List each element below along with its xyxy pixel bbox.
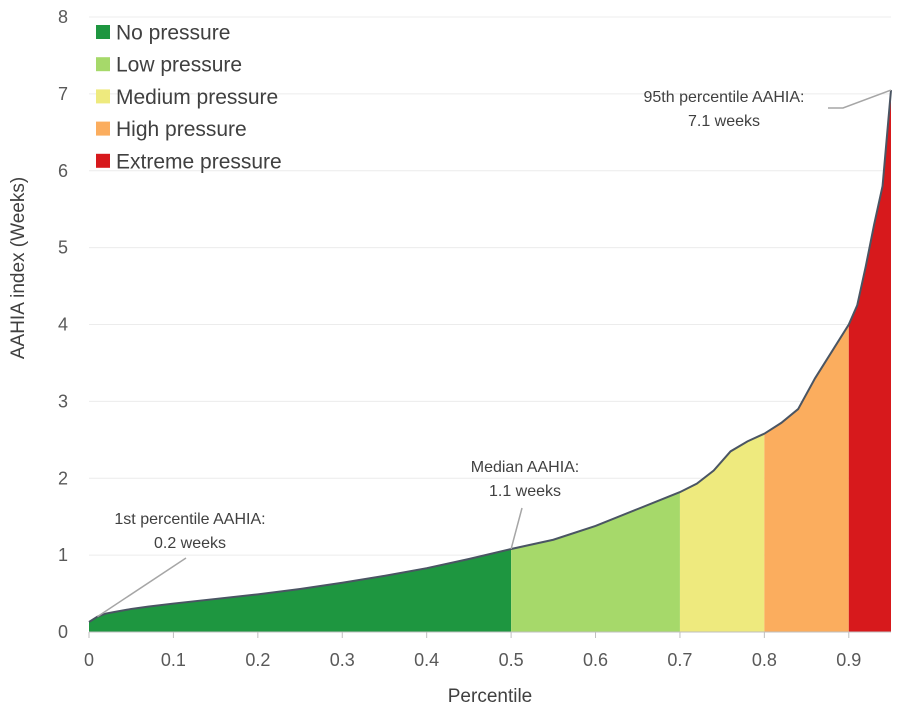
legend-label-extreme-pressure: Extreme pressure bbox=[116, 150, 282, 173]
area-no-pressure bbox=[89, 548, 512, 632]
legend: No pressure Low pressure Medium pressure Hi… bbox=[96, 22, 282, 173]
y-tick-label: 1 bbox=[58, 545, 68, 565]
x-tick-label: 0 bbox=[84, 650, 94, 670]
x-tick-label: 0.5 bbox=[499, 650, 524, 670]
y-tick-label: 7 bbox=[58, 84, 68, 104]
y-tick-label: 2 bbox=[58, 468, 68, 488]
legend-swatch-high-pressure bbox=[96, 121, 110, 136]
x-tick-label: 0.3 bbox=[330, 650, 355, 670]
y-tick-label: 6 bbox=[58, 161, 68, 181]
x-tick-label: 0.1 bbox=[161, 650, 186, 670]
legend-swatch-low-pressure bbox=[96, 57, 110, 72]
x-tick-label: 0.7 bbox=[667, 650, 692, 670]
y-tick-label: 0 bbox=[58, 622, 68, 642]
annotation-leader-line bbox=[97, 557, 187, 618]
y-tick-label: 5 bbox=[58, 238, 68, 258]
annotation-value: 1.1 weeks bbox=[489, 483, 561, 500]
annotation-label: Median AAHIA: bbox=[471, 459, 580, 476]
legend-label-medium-pressure: Medium pressure bbox=[116, 86, 278, 109]
annotation-value: 7.1 weeks bbox=[688, 113, 760, 130]
y-tick-label: 8 bbox=[58, 7, 68, 27]
annotations: 1st percentile AAHIA: 0.2 weeks Median AAH… bbox=[97, 89, 892, 618]
area-high-pressure bbox=[764, 324, 849, 632]
annotation-label: 1st percentile AAHIA: bbox=[114, 511, 265, 528]
y-axis-title: AAHIA index (Weeks) bbox=[8, 177, 29, 359]
x-axis-title: Percentile bbox=[448, 686, 533, 707]
x-tick-label: 0.9 bbox=[836, 650, 861, 670]
legend-swatch-medium-pressure bbox=[96, 89, 110, 104]
y-tick-label: 4 bbox=[58, 315, 68, 335]
aahia-curve-line bbox=[88, 89, 892, 623]
annotation-leader-line bbox=[510, 507, 523, 550]
x-tick-label: 0.6 bbox=[583, 650, 608, 670]
legend-label-low-pressure: Low pressure bbox=[116, 54, 242, 77]
legend-label-no-pressure: No pressure bbox=[116, 22, 230, 45]
legend-swatch-no-pressure bbox=[96, 25, 110, 39]
x-tick-label: 0.8 bbox=[752, 650, 777, 670]
gridlines bbox=[89, 16, 891, 556]
y-tick-labels: 0 1 2 3 4 5 6 7 8 bbox=[58, 7, 68, 642]
area-extreme-pressure bbox=[848, 90, 891, 632]
annotation-leader-line bbox=[828, 89, 892, 109]
y-tick-label: 3 bbox=[58, 391, 68, 411]
pressure-areas bbox=[89, 90, 891, 632]
area-low-pressure bbox=[511, 492, 680, 632]
x-tick-label: 0.2 bbox=[245, 650, 270, 670]
annotation-value: 0.2 weeks bbox=[154, 535, 226, 552]
legend-swatch-extreme-pressure bbox=[96, 153, 110, 168]
legend-label-high-pressure: High pressure bbox=[116, 118, 247, 141]
x-tick-labels: 0 0.1 0.2 0.3 0.4 0.5 0.6 0.7 0.8 0.9 bbox=[84, 632, 861, 670]
area-medium-pressure bbox=[679, 433, 765, 632]
annotation-label: 95th percentile AAHIA: bbox=[644, 89, 805, 106]
x-tick-label: 0.4 bbox=[414, 650, 439, 670]
